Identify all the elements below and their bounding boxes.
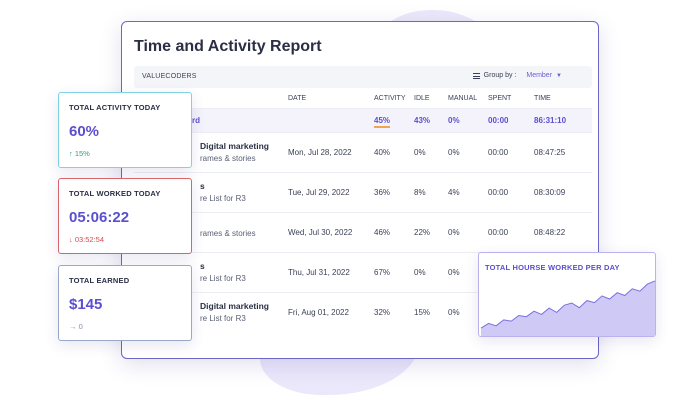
row-project-title: s (200, 181, 205, 191)
row-idle: 15% (410, 291, 444, 332)
row-project-title: s (200, 261, 205, 271)
row-spent: 00:00 (484, 211, 530, 252)
group-by-value[interactable]: Member (526, 72, 553, 79)
row-project-detail: re List for R3 (200, 314, 246, 324)
total-worked-card: TOTAL WORKED TODAY 05:06:22 ↓ 03:52:54 (58, 178, 192, 254)
card-label: TOTAL WORKED TODAY (69, 189, 161, 198)
row-manual: 4% (444, 171, 484, 212)
report-title: Time and Activity Report (134, 38, 322, 55)
row-manual: 0% (444, 291, 484, 332)
row-activity: 32% (370, 291, 410, 332)
total-activity-value: 45% (374, 115, 391, 128)
row-idle: 0% (410, 131, 444, 172)
chart-plot (480, 280, 656, 336)
card-change: ↓ 03:52:54 (69, 235, 105, 244)
card-change: ↑ 15% (69, 149, 90, 158)
card-change: → 0 (69, 322, 83, 331)
report-panel: Time and Activity Report VALUECODERS Gro… (121, 21, 599, 359)
report-toolbar: VALUECODERS Group by : Member ▼ (134, 66, 592, 88)
row-date: Fri, Aug 01, 2022 (284, 291, 370, 332)
row-time: 08:48:22 (530, 211, 592, 252)
filter-icon (472, 72, 480, 79)
card-value: 05:06:22 (69, 209, 130, 226)
row-idle: 8% (410, 171, 444, 212)
row-project-detail: rames & stories (200, 229, 256, 238)
row-date: Wed, Jul 30, 2022 (284, 211, 370, 252)
card-label: TOTAL ACTIVITY TODAY (69, 103, 161, 112)
group-by-label: Group by : (483, 72, 517, 79)
organization-name: VALUECODERS (142, 73, 197, 80)
row-date: Tue, Jul 29, 2022 (284, 171, 370, 212)
row-project-title: Digital marketing (200, 301, 269, 312)
table-total-row: rd 45% 43% 0% 00:00 86:31:10 (134, 107, 592, 132)
row-activity: 36% (370, 171, 410, 212)
row-time: 08:30:09 (530, 171, 592, 212)
total-manual: 0% (444, 107, 484, 132)
row-activity: 67% (370, 251, 410, 292)
column-header-spent[interactable]: SPENT (488, 95, 512, 103)
table-row[interactable]: rames & stories Wed, Jul 30, 2022 46% 22… (134, 211, 592, 252)
total-idle: 43% (410, 107, 444, 132)
column-header-manual[interactable]: MANUAL (448, 95, 478, 103)
row-project-title: Digital marketing (200, 141, 269, 151)
row-manual: 0% (444, 131, 484, 172)
row-project-detail: re List for R3 (200, 194, 246, 203)
total-earned-card: TOTAL EARNED $145 → 0 (58, 265, 192, 341)
row-project-detail: rames & stories (200, 154, 256, 163)
column-header-time[interactable]: TIME (534, 95, 551, 103)
chart-area (481, 280, 655, 336)
table-header-row: LS ↑ DATE ACTIVITY IDLE MANUAL SPENT TIM… (134, 90, 592, 108)
table-row[interactable]: s re List for R3 Tue, Jul 29, 2022 36% 8… (134, 171, 592, 212)
card-label: TOTAL EARNED (69, 276, 130, 285)
chart-series-line (480, 280, 656, 329)
total-spent: 00:00 (484, 107, 530, 132)
row-idle: 22% (410, 211, 444, 252)
chart-title: TOTAL HOURSE WORKED PER DAY (485, 263, 620, 272)
row-idle: 0% (410, 251, 444, 292)
row-activity: 40% (370, 131, 410, 172)
row-time: 08:47:25 (530, 131, 592, 172)
row-date: Thu, Jul 31, 2022 (284, 251, 370, 292)
table-row[interactable]: Digital marketing rames & stories Mon, J… (134, 131, 592, 172)
column-header-activity[interactable]: ACTIVITY (374, 95, 406, 103)
chevron-down-icon[interactable]: ▼ (556, 72, 562, 79)
column-header-date[interactable]: DATE (288, 95, 307, 103)
card-value: $145 (69, 296, 103, 313)
total-date (284, 107, 370, 132)
row-activity: 46% (370, 211, 410, 252)
hours-worked-chart: TOTAL HOURSE WORKED PER DAY (478, 252, 656, 337)
row-spent: 00:00 (484, 131, 530, 172)
group-by-control[interactable]: Group by : Member ▼ (472, 72, 562, 79)
row-project-detail: re List for R3 (200, 274, 246, 283)
total-activity: 45% (370, 107, 410, 132)
card-value: 60% (69, 123, 100, 140)
row-manual: 0% (444, 211, 484, 252)
total-time: 86:31:10 (530, 107, 592, 132)
column-header-idle[interactable]: IDLE (414, 95, 430, 103)
row-date: Mon, Jul 28, 2022 (284, 131, 370, 172)
total-activity-card: TOTAL ACTIVITY TODAY 60% ↑ 15% (58, 92, 192, 168)
row-spent: 00:00 (484, 171, 530, 212)
row-manual: 0% (444, 251, 484, 292)
